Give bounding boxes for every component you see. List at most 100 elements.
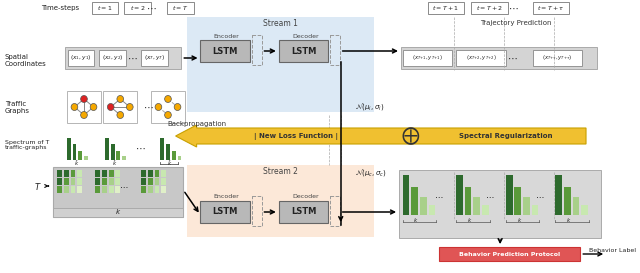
Text: LSTM: LSTM [291, 207, 316, 216]
Bar [412, 187, 418, 215]
Bar [64, 178, 68, 185]
Bar [115, 186, 120, 193]
Bar [70, 178, 76, 185]
Bar [474, 197, 480, 215]
Text: $\cdots$: $\cdots$ [435, 191, 444, 200]
Bar [161, 138, 164, 160]
Bar [109, 186, 113, 193]
Text: $\hat{k}$: $\hat{k}$ [167, 158, 173, 168]
Bar [573, 197, 579, 215]
Text: $t=1$: $t=1$ [97, 4, 113, 12]
Text: $(x_{T\!+\!\tau},y_{T\!+\!\tau})$: $(x_{T\!+\!\tau},y_{T\!+\!\tau})$ [542, 54, 573, 63]
Text: $\cdots$: $\cdots$ [147, 3, 157, 13]
Bar [428, 2, 464, 14]
Bar [102, 186, 107, 193]
Bar [54, 208, 183, 217]
Text: $k$: $k$ [566, 216, 572, 224]
Bar [64, 170, 68, 177]
Circle shape [127, 103, 133, 111]
Bar [278, 40, 328, 62]
Bar [67, 91, 101, 123]
Bar [57, 186, 62, 193]
Circle shape [164, 111, 172, 118]
Text: $\cdots$: $\cdots$ [135, 143, 146, 153]
Text: Behavior Label: Behavior Label [589, 248, 636, 254]
Text: $t=2$: $t=2$ [130, 4, 145, 12]
Bar [141, 178, 146, 185]
Bar [556, 175, 562, 215]
Text: $\hat{k}$: $\hat{k}$ [74, 158, 79, 168]
Bar [532, 50, 582, 66]
Bar [581, 205, 588, 215]
Bar [65, 47, 181, 69]
Bar [155, 178, 159, 185]
Bar [77, 170, 82, 177]
Text: Time-steps: Time-steps [41, 5, 79, 11]
Bar [102, 170, 107, 177]
Bar [532, 205, 538, 215]
Bar [95, 170, 100, 177]
Text: $k$: $k$ [115, 207, 122, 216]
Circle shape [164, 96, 172, 102]
Text: $\cdots$: $\cdots$ [127, 53, 138, 63]
Bar [102, 178, 107, 185]
Text: $\mathcal{N}(\mu_c,\sigma_c)$: $\mathcal{N}(\mu_c,\sigma_c)$ [355, 168, 387, 179]
Text: Spectrum of T
traffic-graphs: Spectrum of T traffic-graphs [4, 140, 49, 150]
Text: $(x_2,y_2)$: $(x_2,y_2)$ [102, 54, 124, 63]
Bar [401, 47, 596, 69]
Text: $\cdots$: $\cdots$ [120, 180, 129, 189]
Text: $t=T$: $t=T$ [172, 4, 189, 12]
Text: $k$: $k$ [413, 216, 419, 224]
Text: $k$: $k$ [467, 216, 472, 224]
Bar [116, 151, 120, 160]
Text: Backpropagation: Backpropagation [167, 121, 226, 127]
Text: LSTM: LSTM [212, 46, 238, 55]
Bar [77, 186, 82, 193]
Bar [141, 170, 146, 177]
Text: Encoder: Encoder [213, 34, 239, 38]
Bar [151, 91, 185, 123]
Bar [111, 144, 115, 160]
Text: Decoder: Decoder [292, 34, 319, 38]
Bar [57, 170, 62, 177]
Bar [155, 170, 159, 177]
Text: $\cdots$: $\cdots$ [485, 191, 494, 200]
Bar [200, 201, 250, 223]
Bar [564, 187, 571, 215]
Circle shape [174, 103, 181, 111]
FancyArrow shape [175, 125, 586, 147]
Text: $\hat{k}$: $\hat{k}$ [112, 158, 117, 168]
Bar [161, 186, 166, 193]
Circle shape [90, 103, 97, 111]
Bar [472, 2, 508, 14]
Text: $\mathcal{N}(\mu_i,\sigma_i)$: $\mathcal{N}(\mu_i,\sigma_i)$ [355, 100, 384, 111]
Text: LSTM: LSTM [212, 207, 238, 216]
Bar [115, 178, 120, 185]
Bar [399, 170, 602, 238]
Text: $k$: $k$ [516, 216, 522, 224]
Text: Traffic
Graphs: Traffic Graphs [4, 100, 30, 114]
Bar [177, 156, 181, 160]
Bar [456, 175, 463, 215]
Bar [172, 151, 175, 160]
Text: $(x_1,y_1)$: $(x_1,y_1)$ [70, 54, 92, 63]
Bar [148, 170, 153, 177]
Bar [124, 2, 151, 14]
Bar [115, 170, 120, 177]
Circle shape [81, 111, 87, 118]
Bar [187, 17, 374, 112]
Bar [161, 178, 166, 185]
Text: Spatial
Coordinates: Spatial Coordinates [4, 54, 47, 67]
Bar [95, 178, 100, 185]
Bar [278, 201, 328, 223]
Bar [506, 175, 513, 215]
Text: Trajectory Prediction: Trajectory Prediction [479, 20, 551, 26]
Bar [161, 170, 166, 177]
Bar [92, 2, 118, 14]
Bar [67, 138, 70, 160]
Circle shape [71, 103, 78, 111]
Bar [465, 187, 472, 215]
Bar [122, 156, 126, 160]
Bar [77, 178, 82, 185]
Bar [103, 91, 138, 123]
